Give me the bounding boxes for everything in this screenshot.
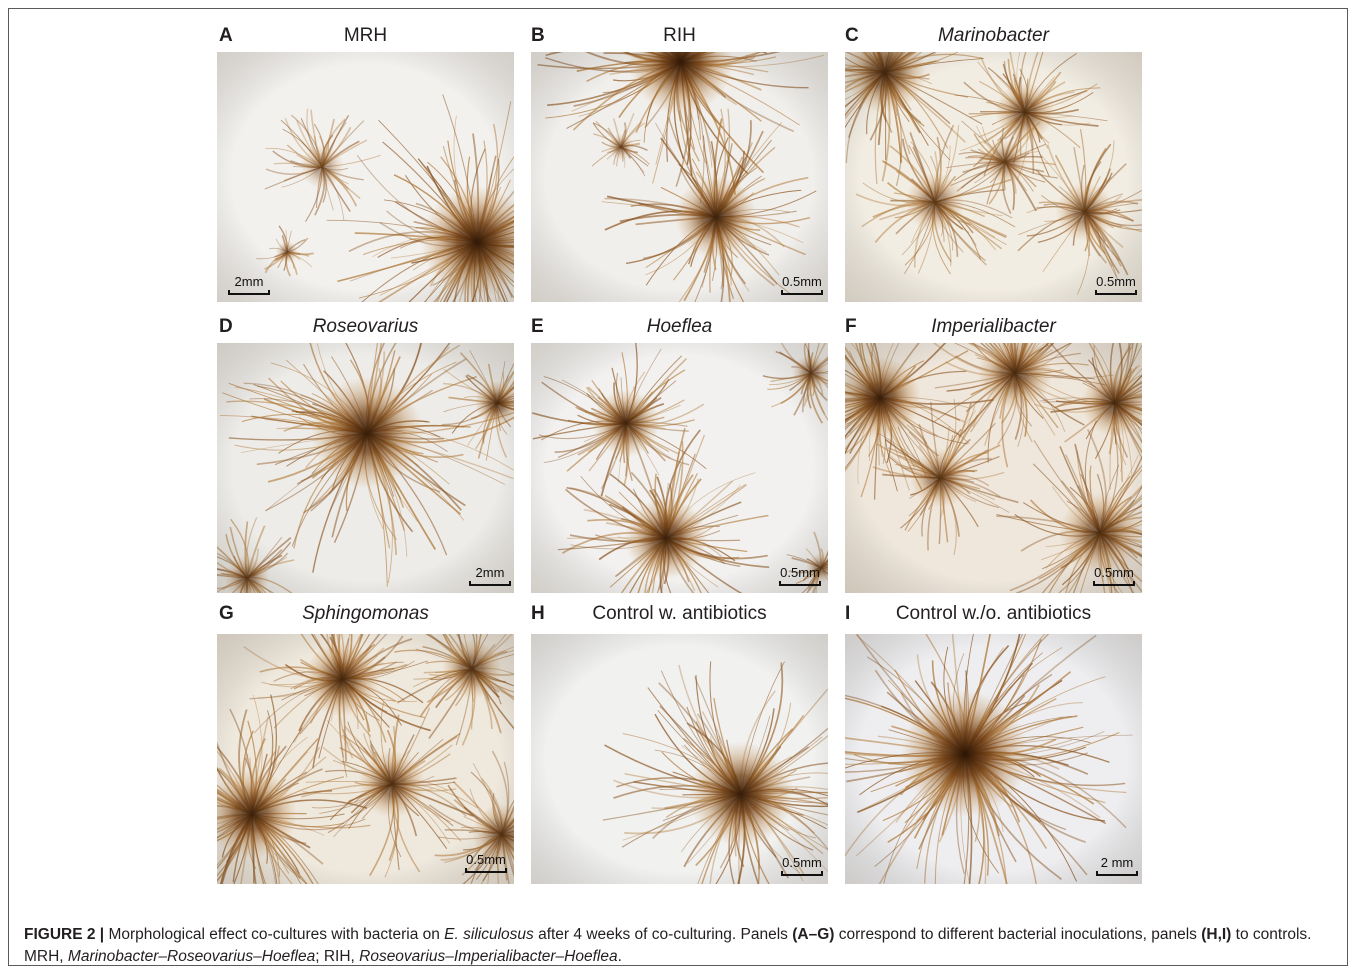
micrograph-image [531, 343, 828, 593]
panel-title: RIH [663, 25, 696, 46]
caption-text: ; RIH, [315, 948, 360, 965]
scale-bar: 2mm [227, 275, 271, 295]
micrograph-image [531, 52, 828, 302]
caption-text: Morphological effect co-cultures with ba… [104, 926, 445, 943]
micrograph-drawing [845, 343, 1142, 593]
micrograph-drawing [531, 343, 828, 593]
panel-title: Sphingomonas [302, 603, 429, 624]
scale-bar-line [1093, 581, 1135, 586]
figure-frame [8, 8, 1348, 966]
caption-species: E. siliculosus [444, 926, 534, 943]
scale-bar-line [469, 581, 511, 586]
scale-bar: 0.5mm [776, 275, 828, 295]
caption-panel-range: (A–G) [792, 926, 835, 943]
scale-bar: 0.5mm [776, 856, 828, 876]
scale-label: 0.5mm [782, 855, 822, 870]
micrograph-image [845, 52, 1142, 302]
scale-label: 0.5mm [1096, 274, 1136, 289]
micrograph-drawing [217, 343, 514, 593]
caption-text: . [617, 948, 622, 965]
panel-letter: F [845, 316, 857, 337]
micrograph-image [531, 634, 828, 884]
panel-title: Marinobacter [938, 25, 1049, 46]
scale-label: 2 mm [1100, 855, 1134, 870]
scale-bar: 0.5mm [774, 566, 826, 586]
caption-rih: Roseovarius–Imperialibacter–Hoeflea [359, 948, 618, 965]
micrograph-image [845, 634, 1142, 884]
micrograph-image [217, 634, 514, 884]
scale-bar-line [781, 290, 823, 295]
scale-bar-line [779, 581, 821, 586]
panel-letter: B [531, 25, 545, 46]
panel-title: MRH [343, 25, 388, 46]
micrograph-image [845, 343, 1142, 593]
panel-letter: G [219, 603, 234, 624]
scale-bar-line [1096, 871, 1138, 876]
micrograph-drawing [217, 634, 514, 884]
micrograph-drawing [217, 52, 514, 302]
scale-label: 0.5mm [466, 852, 506, 867]
caption-text: to controls. MRH, [24, 926, 1312, 965]
scale-bar: 0.5mm [460, 853, 512, 873]
caption-mrh: Marinobacter–Roseovarius–Hoeflea [67, 948, 316, 965]
figure-caption: FIGURE 2 | Morphological effect co-cultu… [24, 924, 1344, 968]
scale-label: 0.5mm [1094, 565, 1134, 580]
panel-title: Roseovarius [312, 316, 419, 337]
micrograph-drawing [845, 634, 1142, 884]
scale-label: 2mm [475, 565, 505, 580]
caption-control-panels: (H,I) [1201, 926, 1232, 943]
caption-text: correspond to different bacterial inocul… [834, 926, 1202, 943]
panel-letter: I [845, 603, 851, 624]
panel-letter: D [219, 316, 233, 337]
caption-label: FIGURE 2 | [24, 926, 105, 943]
scale-bar: 2mm [468, 566, 512, 586]
micrograph-image [217, 52, 514, 302]
micrograph-drawing [531, 634, 828, 884]
panel-title: Control w. antibiotics [592, 603, 767, 624]
scale-label: 0.5mm [782, 274, 822, 289]
panel-title: Imperialibacter [931, 316, 1056, 337]
scale-label: 2mm [234, 274, 264, 289]
scale-bar-line [1095, 290, 1137, 295]
panel-letter: A [219, 25, 233, 46]
scale-bar: 0.5mm [1090, 275, 1142, 295]
scale-bar: 0.5mm [1088, 566, 1140, 586]
scale-bar-line [465, 868, 507, 873]
scale-bar: 2 mm [1093, 856, 1141, 876]
scale-bar-line [228, 290, 270, 295]
micrograph-drawing [531, 52, 828, 302]
panel-letter: H [531, 603, 545, 624]
panel-letter: C [845, 25, 859, 46]
micrograph-image [217, 343, 514, 593]
scale-bar-line [781, 871, 823, 876]
caption-text: after 4 weeks of co-culturing. Panels [533, 926, 793, 943]
micrograph-drawing [845, 52, 1142, 302]
panel-title: Control w./o. antibiotics [895, 603, 1092, 624]
scale-label: 0.5mm [780, 565, 820, 580]
panel-letter: E [531, 316, 544, 337]
panel-title: Hoeflea [646, 316, 713, 337]
